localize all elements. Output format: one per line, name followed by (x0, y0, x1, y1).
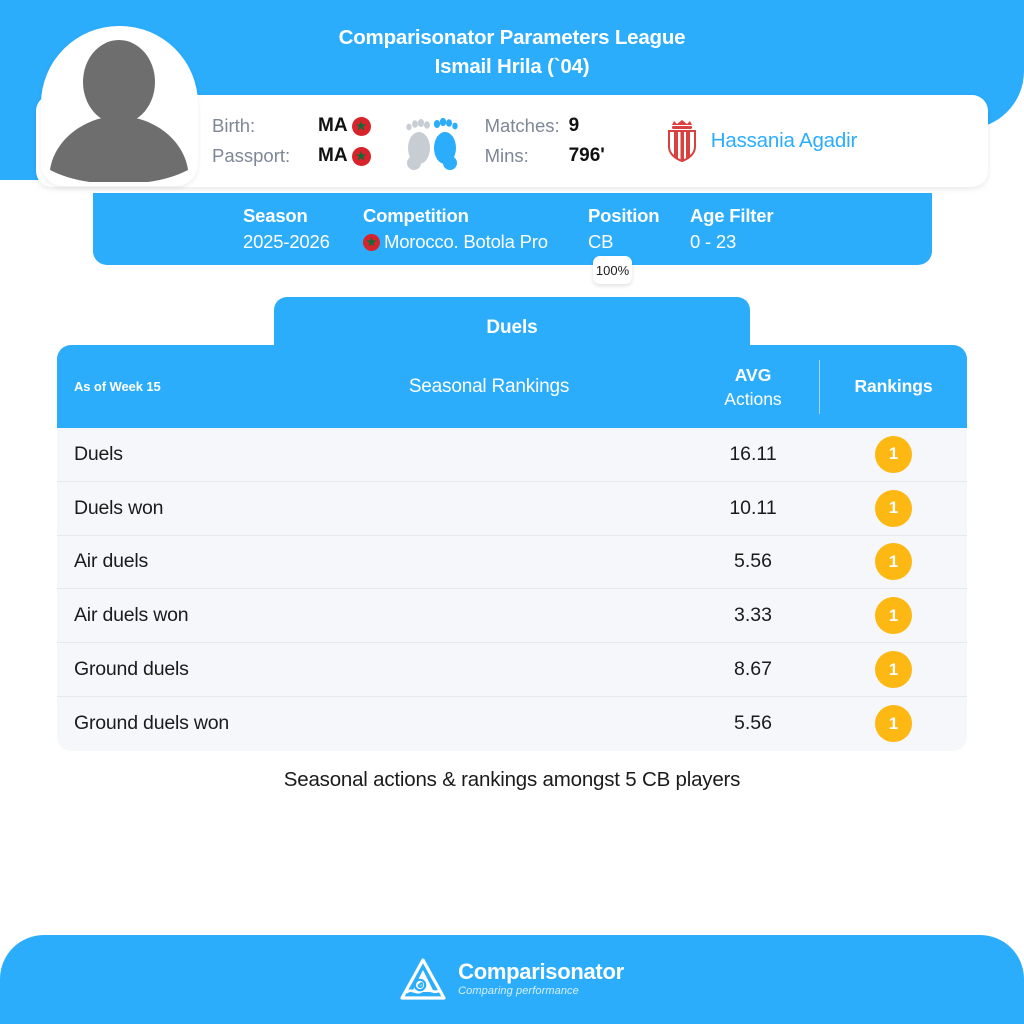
stats-table: As of Week 15 Seasonal Rankings AVG Acti… (57, 345, 967, 751)
matches-label: Matches: (484, 115, 560, 136)
seasonal-rankings-label: Seasonal Rankings (408, 375, 570, 397)
club-name: Hassania Agadir (710, 129, 858, 152)
rank-badge: 1 (875, 543, 912, 581)
filter-position-value: CB (588, 231, 614, 252)
match-stats-block: Matches: 9 Mins: 796' (485, 114, 605, 169)
birth-label: Birth: (212, 115, 256, 136)
filter-competition-value: Morocco. Botola Pro (384, 231, 548, 252)
morocco-flag-icon (363, 233, 380, 251)
club-crest-icon (667, 120, 696, 163)
filter-row: Season 2025-2026 Competition Morocco. Bo… (243, 193, 820, 265)
rank-badge: 1 (875, 435, 912, 473)
filter-age-label: Age Filter (690, 205, 774, 226)
passport-row: Passport: MA (212, 144, 371, 169)
row-label: Air duels (74, 550, 149, 573)
birth-row: Birth: MA (212, 114, 371, 139)
filter-season-value: 2025-2026 (243, 231, 330, 252)
birth-value: MA (318, 115, 348, 136)
avatar (41, 26, 198, 186)
row-label: Duels won (74, 496, 164, 519)
actions-label: Actions (724, 388, 782, 409)
nationality-block: Birth: MA Passport: MA (212, 114, 371, 169)
filter-position[interactable]: Position CB (588, 203, 690, 255)
row-avg: 8.67 (734, 658, 772, 681)
comparisonator-mountain-logo-icon (400, 957, 446, 1000)
rankings-label: Rankings (854, 376, 933, 396)
filter-position-label: Position (588, 205, 660, 226)
footer-tagline: Comparing performance (458, 985, 579, 997)
row-label: Air duels won (74, 604, 189, 627)
rank-badge: 1 (875, 705, 912, 743)
morocco-flag-icon (351, 146, 371, 166)
footprints-icon (405, 117, 458, 170)
footer-text-block: Comparisonator Comparing performance (458, 960, 624, 999)
person-placeholder-icon (50, 40, 188, 182)
table-row[interactable]: Air duels won 3.33 1 (57, 589, 967, 644)
row-avg: 16.11 (729, 442, 777, 465)
row-label: Ground duels (74, 658, 189, 681)
filter-bar: Season 2025-2026 Competition Morocco. Bo… (93, 193, 932, 265)
mins-row: Mins: 796' (485, 144, 605, 169)
matches-row: Matches: 9 (485, 114, 605, 139)
row-label: Duels (74, 442, 123, 465)
footer: Comparisonator Comparing performance (0, 935, 1024, 1024)
footer-brand: Comparisonator (458, 959, 624, 984)
player-info-row: Birth: MA Passport: MA (212, 95, 857, 187)
matches-value: 9 (568, 115, 580, 136)
row-rank-cell: 1 (820, 597, 967, 635)
table-row[interactable]: Ground duels 8.67 1 (57, 643, 967, 697)
club-block[interactable]: Hassania Agadir (665, 119, 857, 163)
mins-value: 796' (568, 145, 605, 166)
morocco-flag-icon (351, 116, 371, 136)
row-avg: 5.56 (734, 712, 772, 735)
footer-logo-row: Comparisonator Comparing performance (400, 957, 624, 1002)
row-rank-cell: 1 (820, 435, 967, 473)
passport-label: Passport: (212, 145, 291, 166)
filter-competition[interactable]: Competition Morocco. Botola Pro (363, 203, 588, 255)
row-rank-cell: 1 (820, 489, 967, 527)
filter-age[interactable]: Age Filter 0 - 23 (690, 203, 820, 255)
rank-badge: 1 (875, 597, 912, 635)
table-row[interactable]: Duels won 10.11 1 (57, 482, 967, 536)
filter-competition-label: Competition (363, 205, 469, 226)
avg-label: AVG (734, 364, 772, 385)
as-of-week-label: As of Week 15 (74, 379, 161, 394)
rank-badge: 1 (875, 651, 912, 689)
passport-value: MA (318, 145, 348, 166)
table-body: Duels 16.11 1 Duels won 10.11 1 Air duel… (57, 428, 967, 751)
table-row[interactable]: Air duels 5.56 1 (57, 536, 967, 590)
filter-competition-value-row: Morocco. Botola Pro (363, 229, 588, 255)
filter-season-label: Season (243, 205, 308, 226)
table-header-row: As of Week 15 Seasonal Rankings AVG Acti… (57, 345, 967, 428)
avg-actions-header: AVG Actions (687, 363, 819, 411)
row-rank-cell: 1 (820, 651, 967, 689)
tab-duels-label: Duels (486, 317, 538, 338)
row-avg: 3.33 (734, 604, 772, 627)
mins-label: Mins: (484, 145, 529, 166)
filter-season[interactable]: Season 2025-2026 (243, 203, 363, 255)
row-label: Ground duels won (74, 712, 230, 735)
table-caption: Seasonal actions & rankings amongst 5 CB… (283, 768, 741, 791)
header-divider (819, 359, 820, 414)
row-avg: 10.11 (729, 496, 777, 519)
filter-age-value: 0 - 23 (690, 231, 737, 252)
rank-badge: 1 (875, 489, 912, 527)
row-rank-cell: 1 (820, 705, 967, 743)
row-rank-cell: 1 (820, 543, 967, 581)
table-row[interactable]: Ground duels won 5.56 1 (57, 697, 967, 751)
zoom-level-badge[interactable]: 100% (593, 256, 632, 284)
table-row[interactable]: Duels 16.11 1 (57, 428, 967, 482)
row-avg: 5.56 (734, 550, 772, 573)
